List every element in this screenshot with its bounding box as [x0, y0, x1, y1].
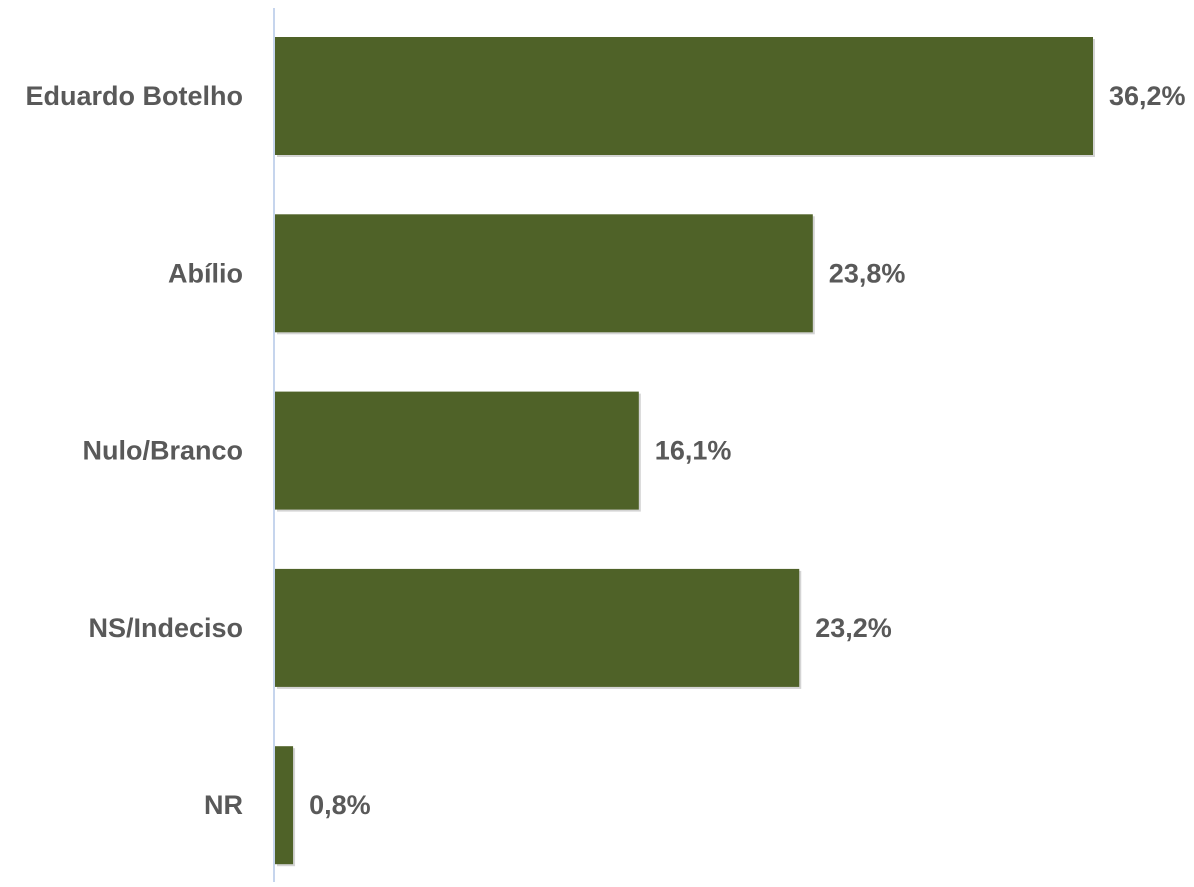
category-label-nulo-branco: Nulo/Branco [82, 436, 243, 466]
bar-abilio [275, 214, 813, 333]
category-label-abilio: Abílio [168, 258, 243, 288]
category-label-nr: NR [204, 790, 243, 820]
bar-eduardo-botelho [275, 37, 1093, 155]
value-label-nr: 0,8% [309, 790, 371, 820]
bar-nr [275, 746, 294, 865]
bar-ns-indeciso [275, 568, 800, 687]
bars-layer [275, 37, 1095, 867]
bar-nulo-branco [275, 391, 639, 510]
labels-layer: Eduardo Botelho 36,2% Abílio 23,8% Nulo/Bran… [26, 81, 1186, 820]
value-label-nulo-branco: 16,1% [655, 436, 732, 466]
category-label-ns-indeciso: NS/Indeciso [88, 613, 243, 643]
category-label-eduardo-botelho: Eduardo Botelho [26, 81, 244, 111]
value-label-ns-indeciso: 23,2% [815, 613, 892, 643]
value-label-eduardo-botelho: 36,2% [1109, 81, 1186, 111]
value-label-abilio: 23,8% [829, 258, 906, 288]
